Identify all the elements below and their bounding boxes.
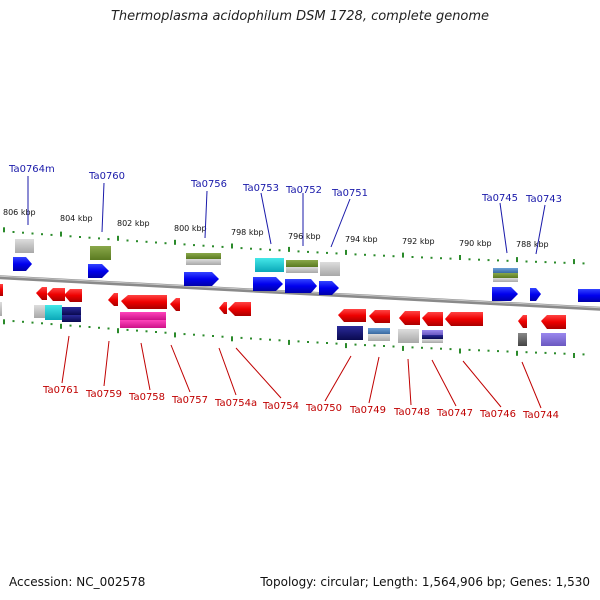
gene-arrow (518, 315, 527, 328)
scale-label: 800 kbp (174, 224, 207, 233)
gene-arrow (36, 287, 47, 300)
gene-bar (422, 335, 443, 339)
forward-gene-labels: Ta0764m Ta0760 Ta0756 Ta0753 Ta0752 Ta07… (8, 164, 562, 205)
gene-arrow (88, 264, 109, 278)
map-title: Thermoplasma acidophilum DSM 1728, compl… (110, 9, 490, 24)
gene-label-ta0743: Ta0743 (525, 194, 562, 205)
gene-label-ta0754: Ta0754 (262, 401, 299, 412)
gene-arrow (578, 289, 600, 302)
gene-arrow (64, 289, 82, 302)
gene-bar (186, 253, 221, 259)
gene-label-ta0749: Ta0749 (349, 405, 386, 416)
gene-arrow (445, 312, 483, 326)
gene-arrow (108, 293, 118, 306)
gene-arrow (422, 312, 443, 326)
gene-arrow (530, 288, 541, 301)
scale-label: 796 kbp (288, 232, 321, 241)
gene-bar (422, 339, 443, 343)
gene-bar (493, 278, 518, 282)
gene-label-ta0754a: Ta0754a (214, 398, 257, 409)
gene-label-ta0748: Ta0748 (393, 407, 430, 418)
summary-text: Topology: circular; Length: 1,564,906 bp… (260, 575, 590, 589)
forward-gene-arrows (13, 257, 600, 302)
gene-label-ta0757: Ta0757 (171, 395, 208, 406)
gene-bar (368, 328, 390, 334)
scale-label: 788 kbp (516, 240, 549, 249)
gene-bar (62, 315, 81, 322)
scale-label: 792 kbp (402, 237, 435, 246)
gene-bar (337, 326, 363, 340)
gene-bar (120, 312, 166, 320)
reverse-gene-labels: Ta0761 Ta0759 Ta0758 Ta0757 Ta0754a Ta07… (42, 385, 559, 421)
scale-labels: 806 kbp 804 kbp 802 kbp 800 kbp 798 kbp … (3, 208, 549, 249)
gene-arrow (47, 288, 65, 301)
reverse-cog-bars (0, 302, 566, 346)
gene-arrow (184, 272, 219, 286)
scale-label: 798 kbp (231, 228, 264, 237)
gene-label-ta0761: Ta0761 (42, 385, 79, 396)
gene-label-ta0752: Ta0752 (285, 185, 322, 196)
gene-bar (0, 302, 2, 316)
gene-arrow (228, 302, 251, 316)
gene-bar (493, 273, 518, 278)
top-leader-lines (27, 176, 546, 255)
forward-cog-bars (15, 239, 518, 282)
gene-label-ta0760: Ta0760 (88, 171, 125, 182)
gene-bar (422, 330, 443, 335)
gene-label-ta0758: Ta0758 (128, 392, 165, 403)
scale-label: 794 kbp (345, 235, 378, 244)
gene-arrow (399, 311, 420, 325)
gene-arrow (319, 281, 339, 295)
gene-arrow (219, 302, 227, 314)
gene-arrow (338, 309, 366, 322)
gene-bar (541, 333, 566, 346)
gene-bar (286, 260, 318, 267)
gene-label-ta0744: Ta0744 (522, 410, 559, 421)
gene-bar (368, 334, 390, 341)
scale-label: 790 kbp (459, 239, 492, 248)
gene-label-ta0750: Ta0750 (305, 403, 342, 414)
scale-label: 804 kbp (60, 214, 93, 223)
gene-bar (255, 258, 284, 272)
gene-label-ta0764m: Ta0764m (8, 164, 55, 175)
gene-bar (90, 246, 111, 260)
gene-bar (398, 329, 419, 343)
gene-arrow (13, 257, 32, 271)
scale-ticks-top (3, 227, 585, 265)
gene-label-ta0746: Ta0746 (479, 409, 516, 420)
reverse-gene-arrows (0, 284, 566, 329)
gene-label-ta0759: Ta0759 (85, 389, 122, 400)
scale-label: 802 kbp (117, 219, 150, 228)
gene-bar (286, 267, 318, 273)
gene-bar (34, 305, 46, 318)
gene-bar (320, 262, 340, 276)
scale-ticks-bottom (3, 319, 585, 358)
accession-text: Accession: NC_002578 (9, 575, 146, 589)
gene-arrow (0, 284, 3, 296)
gene-bar (120, 320, 166, 328)
scale-label: 806 kbp (3, 208, 36, 217)
bottom-leader-lines (61, 335, 542, 409)
gene-label-ta0751: Ta0751 (331, 188, 368, 199)
gene-arrow (541, 315, 566, 329)
gene-arrow (170, 298, 180, 311)
gene-label-ta0747: Ta0747 (436, 408, 473, 419)
gene-arrow (253, 277, 283, 291)
gene-arrow (121, 295, 167, 309)
gene-bar (45, 305, 62, 320)
gene-arrow (369, 310, 390, 323)
gene-label-ta0756: Ta0756 (190, 179, 227, 190)
gene-arrow (492, 287, 518, 301)
gene-bar (186, 259, 221, 265)
gene-arrow (285, 279, 317, 293)
gene-bar (518, 333, 527, 346)
gene-bar (15, 239, 34, 253)
gene-label-ta0753: Ta0753 (242, 183, 279, 194)
gene-label-ta0745: Ta0745 (481, 193, 518, 204)
gene-bar (62, 307, 81, 315)
gene-bar (493, 268, 518, 273)
